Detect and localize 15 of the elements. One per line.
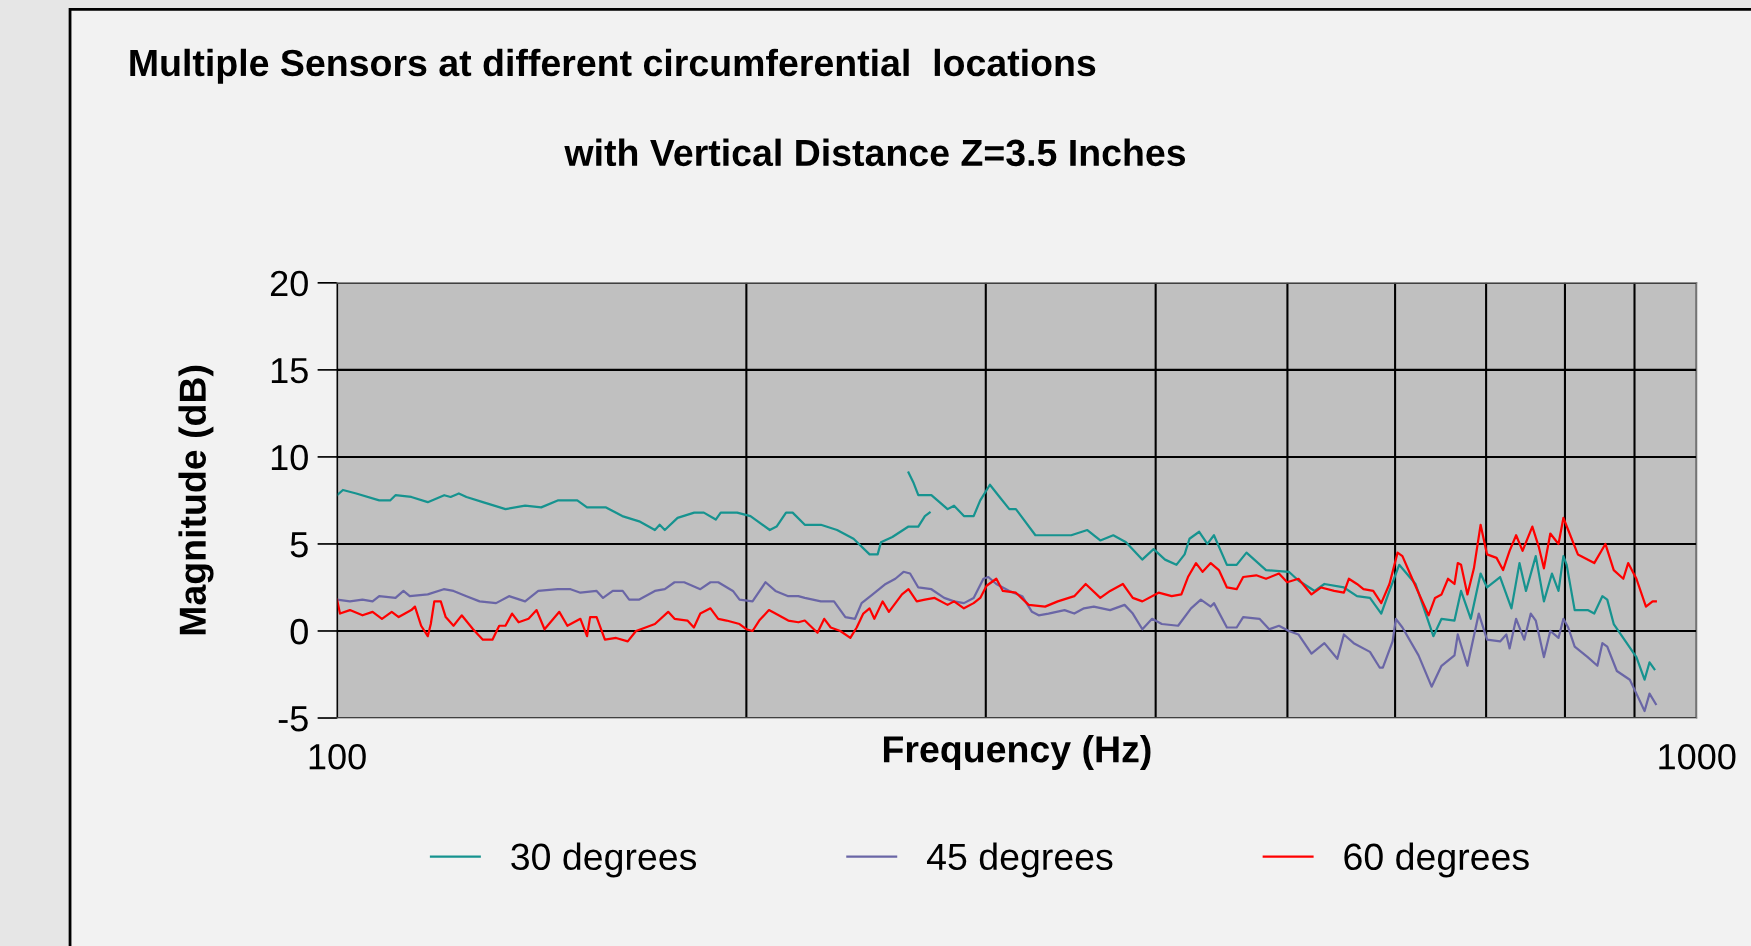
y-tick-label: 15 [271, 358, 308, 384]
y-tick-label: 20 [270, 270, 308, 297]
chart-subtitle: with Vertical Distance Z=3.5 Inches [564, 138, 1186, 167]
chart-title: Multiple Sensors at different circumferential locations [130, 48, 1096, 84]
x-tick-label: 100 [309, 743, 366, 770]
y-tick-label: 5 [290, 532, 308, 558]
legend-label: 30 degrees [511, 842, 697, 878]
y-axis-title: Magnitude (dB) [178, 365, 214, 635]
x-axis-title: Frequency (Hz) [883, 735, 1151, 770]
x-tick-label: 1000 [1659, 743, 1736, 770]
legend-label: 45 degrees [926, 842, 1113, 878]
y-tick-label: -5 [278, 706, 308, 732]
y-tick-label: 0 [290, 618, 308, 645]
legend-label: 60 degrees [1344, 842, 1529, 878]
y-tick-label: 10 [271, 444, 308, 471]
